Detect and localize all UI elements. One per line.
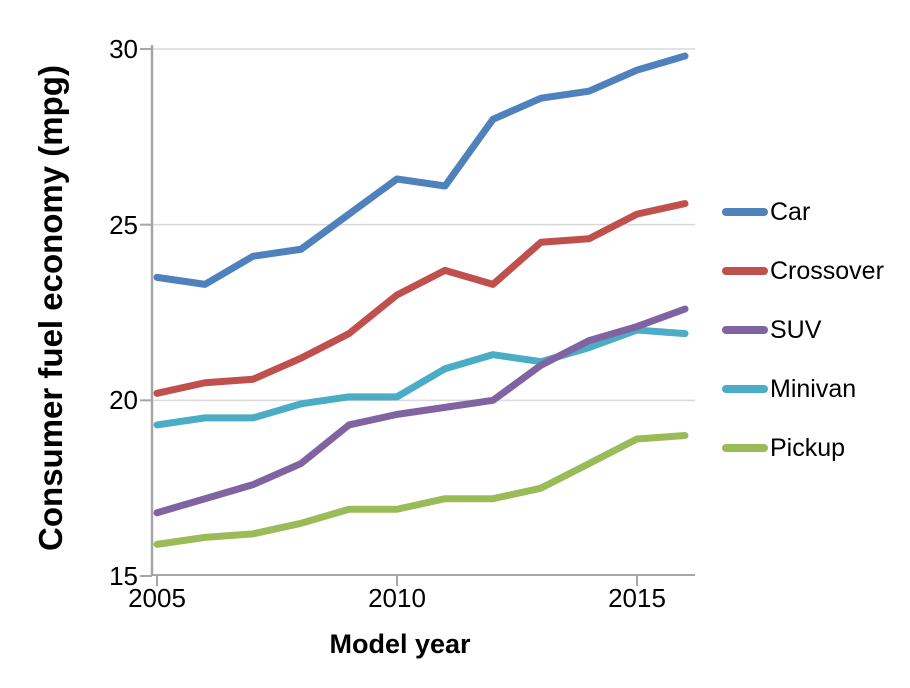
legend-swatch-car — [722, 208, 768, 216]
legend-label-pickup: Pickup — [770, 433, 846, 462]
legend-swatch-suv — [722, 326, 768, 334]
legend-item-pickup: Pickup — [722, 433, 845, 463]
legend-item-suv: SUV — [722, 315, 821, 345]
legend-swatch-minivan — [722, 385, 768, 393]
legend-item-crossover: Crossover — [722, 256, 884, 286]
legend-item-car: Car — [722, 197, 810, 227]
y-tick-label-25: 25 — [109, 209, 138, 240]
y-tick-label-30: 30 — [109, 34, 138, 64]
y-tick-label-15: 15 — [109, 561, 138, 591]
x-tick-label-2015: 2015 — [608, 583, 666, 613]
x-axis-title: Model year — [329, 629, 471, 659]
y-tick-label-20: 20 — [109, 385, 138, 416]
x-tick-label-2005: 2005 — [128, 583, 186, 613]
legend-swatch-pickup — [722, 444, 768, 452]
series-line-pickup — [153, 431, 689, 548]
legend-label-crossover: Crossover — [770, 256, 884, 285]
series-line-crossover — [153, 200, 689, 397]
legend-label-minivan: Minivan — [770, 374, 857, 403]
x-tick-label-2010: 2010 — [368, 583, 426, 613]
series-line-minivan — [153, 326, 689, 429]
series-lines — [153, 52, 689, 548]
axes — [140, 45, 695, 586]
series-line-suv — [153, 305, 689, 517]
series-line-car — [153, 52, 689, 288]
legend-label-car: Car — [770, 197, 811, 226]
legend-swatch-crossover — [722, 267, 768, 275]
legend-item-minivan: Minivan — [722, 374, 856, 404]
legend-label-suv: SUV — [770, 315, 822, 344]
gridlines — [152, 48, 695, 402]
